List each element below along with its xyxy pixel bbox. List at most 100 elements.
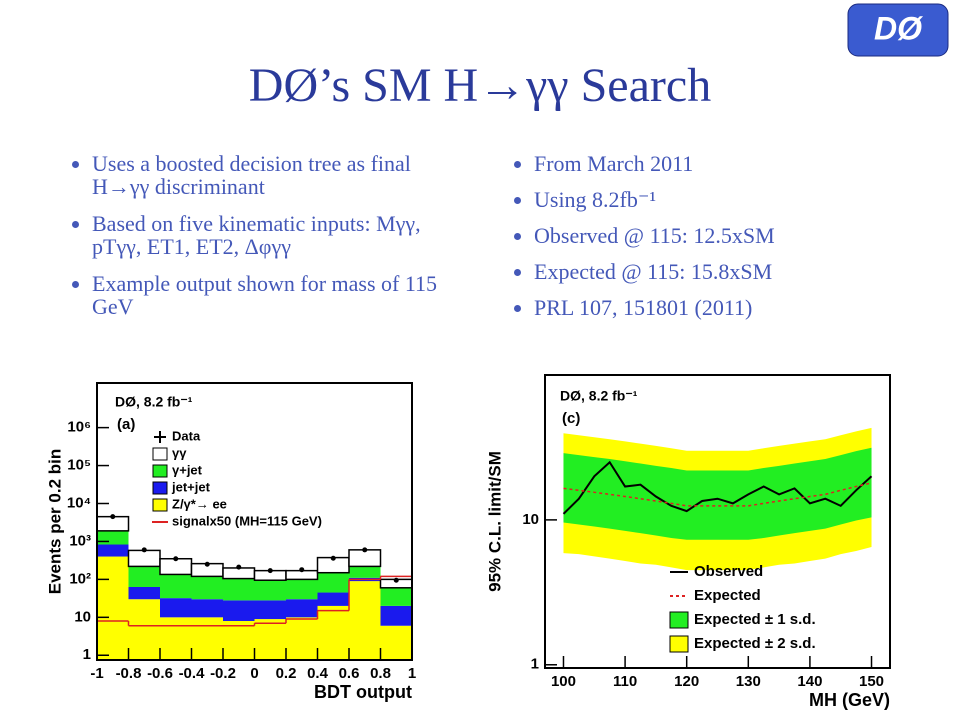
bar-segment bbox=[286, 617, 318, 660]
bar-segment bbox=[128, 586, 160, 600]
legend-label: Data bbox=[172, 428, 201, 443]
bar-segment bbox=[254, 619, 286, 660]
data-point bbox=[393, 577, 399, 583]
y-axis-label: 95% C.L. limit/SM bbox=[485, 451, 504, 592]
plot-frame bbox=[544, 374, 891, 669]
bar-segment bbox=[97, 556, 129, 660]
series-line bbox=[563, 482, 872, 507]
logo: DØ bbox=[874, 10, 923, 46]
legend-swatch bbox=[152, 464, 168, 478]
y-tick-label: 1 bbox=[531, 656, 539, 673]
x-tick-label: -0.4 bbox=[179, 665, 206, 682]
bar-segment bbox=[128, 599, 160, 660]
bar-segment bbox=[191, 599, 223, 618]
legend-swatch bbox=[669, 611, 689, 629]
right-bullets: From March 2011 Using 8.2fb⁻¹ Observed @ 1… bbox=[514, 152, 934, 332]
data-point bbox=[330, 555, 336, 561]
x-tick-label: 140 bbox=[797, 673, 822, 690]
bar-segment bbox=[127, 549, 161, 568]
bar-segment bbox=[97, 530, 129, 545]
bar-segment bbox=[128, 566, 160, 587]
bar-segment bbox=[160, 598, 192, 618]
y-axis-label: Events per 0.2 bin bbox=[45, 449, 64, 595]
legend-label: Z/γ*→ ee bbox=[172, 496, 227, 511]
bar-segment bbox=[349, 581, 381, 660]
bullet: PRL 107, 151801 (2011) bbox=[534, 296, 934, 319]
chart-tag: (c) bbox=[562, 410, 580, 427]
x-tick-label: 0.2 bbox=[276, 665, 297, 682]
bullet: Using 8.2fb⁻¹ bbox=[534, 188, 934, 211]
series-line bbox=[562, 460, 873, 515]
x-tick-label: 0.4 bbox=[307, 665, 329, 682]
left-bullets: Uses a boosted decision tree as final H→… bbox=[72, 152, 472, 332]
bar-segment bbox=[380, 587, 412, 606]
data-point bbox=[141, 547, 147, 553]
chart-tag: (a) bbox=[117, 416, 135, 433]
bullet: Observed @ 115: 12.5xSM bbox=[534, 224, 934, 247]
bar-segment bbox=[191, 617, 223, 660]
bar-segment bbox=[223, 600, 255, 621]
y-tick-label: 10⁶ bbox=[67, 419, 91, 436]
logo-badge bbox=[847, 3, 949, 57]
bar-segment bbox=[317, 605, 349, 660]
y-tick-label: 1 bbox=[83, 646, 91, 663]
bullet: Based on five kinematic inputs: Mγγ, pTγ… bbox=[92, 212, 472, 258]
x-tick-label: 1 bbox=[408, 665, 416, 682]
bar-segment bbox=[380, 625, 412, 660]
x-tick-label: 0 bbox=[250, 665, 258, 682]
y-tick-label: 10³ bbox=[69, 532, 91, 549]
band bbox=[563, 447, 872, 540]
bar-segment bbox=[254, 600, 286, 620]
bar-segment bbox=[254, 580, 286, 601]
legend-label: Expected ± 1 s.d. bbox=[694, 611, 816, 628]
legend-label: Expected ± 2 s.d. bbox=[694, 635, 816, 652]
bar-segment bbox=[317, 572, 349, 593]
data-point bbox=[267, 568, 273, 574]
legend-swatch bbox=[152, 498, 168, 512]
legend-swatch bbox=[669, 635, 689, 653]
data-point bbox=[299, 567, 305, 573]
slide-title: DØ’s SM H→γγ Search bbox=[248, 59, 712, 112]
data-point bbox=[236, 564, 242, 570]
legend-marker bbox=[154, 431, 166, 443]
bar-segment bbox=[286, 599, 318, 618]
x-axis-label: BDT output bbox=[314, 682, 412, 702]
legend-label: signalx50 (MH=115 GeV) bbox=[172, 513, 322, 528]
x-tick-label: 0.8 bbox=[370, 665, 391, 682]
legend-label: γ+jet bbox=[172, 462, 203, 477]
chart-label: DØ, 8.2 fb⁻¹ bbox=[560, 388, 638, 404]
bar-segment bbox=[349, 566, 381, 578]
bar-segment bbox=[317, 592, 349, 606]
x-tick-label: -0.6 bbox=[147, 665, 173, 682]
legend-label: Expected bbox=[694, 587, 761, 604]
legend-label: γγ bbox=[172, 445, 187, 460]
x-tick-label: -0.2 bbox=[210, 665, 236, 682]
bullet: Example output shown for mass of 115 GeV bbox=[92, 272, 472, 318]
data-point bbox=[173, 556, 179, 562]
bar-segment bbox=[286, 579, 318, 600]
y-tick-label: 10⁴ bbox=[67, 494, 91, 511]
bar-segment bbox=[97, 544, 129, 557]
bullet: Uses a boosted decision tree as final H→… bbox=[92, 152, 472, 198]
x-tick-label: -0.8 bbox=[116, 665, 142, 682]
data-point bbox=[110, 514, 116, 520]
y-tick-label: 10 bbox=[74, 608, 91, 625]
bar-segment bbox=[160, 574, 192, 599]
legend-swatch bbox=[152, 481, 168, 495]
data-point bbox=[204, 561, 210, 567]
bar-segment bbox=[160, 617, 192, 660]
bullet: Expected @ 115: 15.8xSM bbox=[534, 260, 934, 283]
x-tick-label: 110 bbox=[613, 673, 637, 690]
y-tick-label: 10⁵ bbox=[67, 457, 91, 474]
legend-label: Observed bbox=[694, 563, 763, 580]
x-tick-label: 120 bbox=[674, 673, 699, 690]
x-tick-label: 0.6 bbox=[339, 665, 360, 682]
x-axis-label: MH (GeV) bbox=[809, 690, 890, 710]
bar-segment bbox=[223, 620, 255, 660]
legend-swatch bbox=[152, 447, 168, 461]
bar-segment bbox=[223, 578, 255, 601]
x-tick-label: 100 bbox=[551, 673, 576, 690]
bullet: From March 2011 bbox=[534, 152, 934, 175]
